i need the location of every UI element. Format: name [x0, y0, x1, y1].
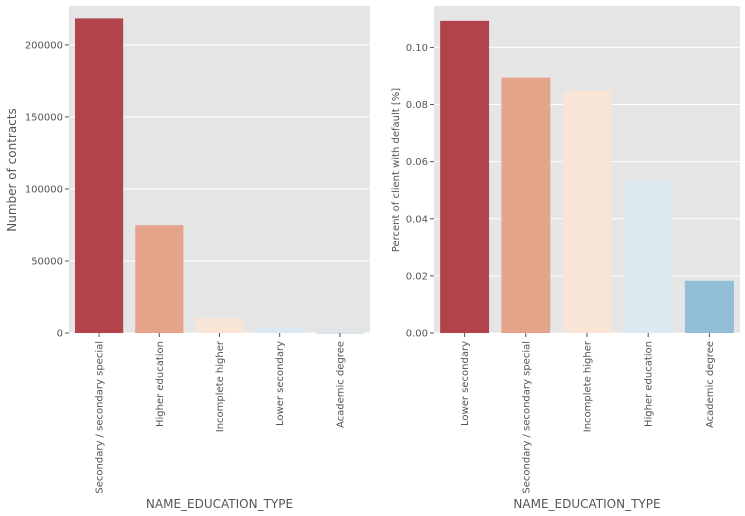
- bars-right: [440, 20, 734, 334]
- bars-left: [75, 18, 364, 334]
- chart-right: 0.00 0.02 0.04 0.06 0.08 0.10 Lower secondary…: [391, 6, 740, 511]
- y-ticks-right: 0.00 0.02 0.04 0.06 0.08 0.10: [406, 43, 434, 340]
- y-tick-label: 0.06: [406, 157, 428, 168]
- y-tick-label: 0.10: [406, 43, 428, 54]
- y-ticks-left: 0 50000 100000 150000 200000: [25, 40, 69, 340]
- y-axis-label-right: Percent of client with default [%]: [391, 88, 402, 252]
- bar: [135, 225, 184, 333]
- bar: [255, 327, 304, 333]
- x-tick-label: Secondary / secondary special: [521, 341, 532, 494]
- x-tick-label: Incomplete higher: [215, 340, 226, 432]
- y-tick-label: 200000: [25, 40, 63, 51]
- y-axis-label-left: Number of contracts: [5, 108, 19, 232]
- y-tick-label: 100000: [25, 184, 63, 195]
- bar: [440, 20, 490, 334]
- y-tick-label: 50000: [31, 256, 63, 267]
- x-tick-label: Lower secondary: [460, 341, 471, 426]
- bar: [623, 179, 673, 333]
- x-tick-label: Academic degree: [705, 341, 716, 428]
- x-tick-label: Higher education: [644, 341, 655, 427]
- y-tick-label: 0.02: [406, 271, 428, 282]
- x-tick-label: Higher education: [155, 341, 166, 427]
- x-tick-label: Lower secondary: [275, 341, 286, 426]
- x-tick-label: Secondary / secondary special: [95, 341, 106, 494]
- x-tick-label: Academic degree: [335, 341, 346, 428]
- bar: [562, 90, 612, 333]
- x-axis-label-right: NAME_EDUCATION_TYPE: [513, 497, 660, 511]
- x-axis-label-left: NAME_EDUCATION_TYPE: [146, 497, 293, 511]
- bar: [195, 318, 244, 333]
- chart-left: 0 50000 100000 150000 200000 Secondary / sec…: [5, 6, 370, 511]
- x-tick-label: Incomplete higher: [583, 340, 594, 432]
- y-tick-label: 0.08: [406, 100, 428, 111]
- x-ticks-left: Secondary / secondary special Higher educ…: [95, 333, 346, 494]
- bar: [501, 77, 551, 333]
- y-tick-label: 0.00: [406, 329, 428, 340]
- y-tick-label: 0.04: [406, 214, 428, 225]
- x-ticks-right: Lower secondary Secondary / secondary spe…: [460, 333, 716, 494]
- y-tick-label: 0: [57, 329, 63, 340]
- bar: [684, 280, 734, 333]
- bar: [75, 18, 124, 333]
- y-tick-label: 150000: [25, 112, 63, 123]
